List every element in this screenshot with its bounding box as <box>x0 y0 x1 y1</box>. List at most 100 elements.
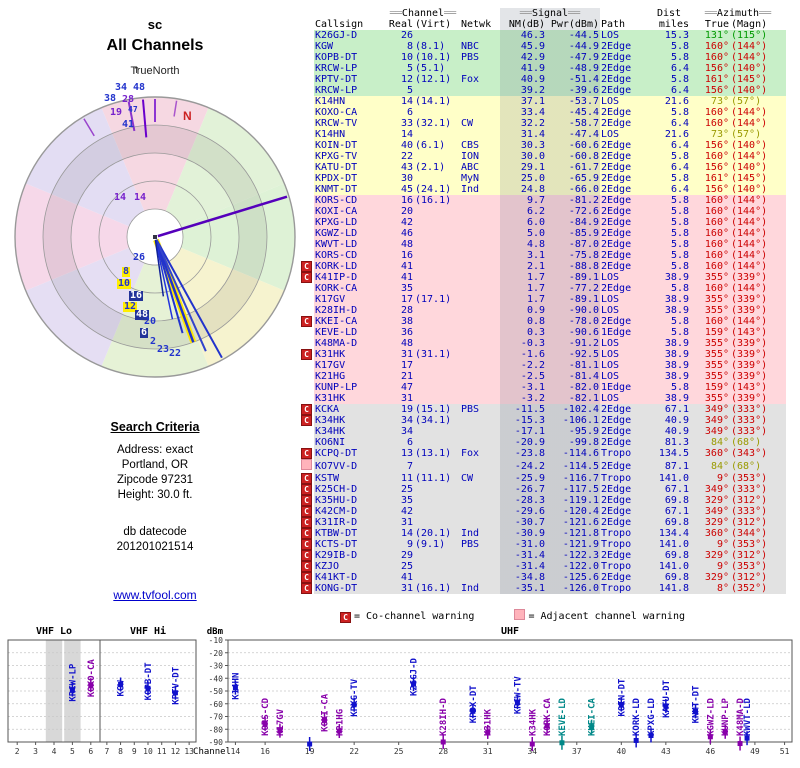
cell-nm: 41.9 <box>500 63 546 74</box>
cell-tr: 355° <box>704 294 729 305</box>
cell-mg: (144°) <box>731 261 768 272</box>
cell-vi <box>414 239 460 250</box>
warning-marker-cell <box>300 437 314 448</box>
table-row: C KSTW 11 (11.1) CW -25.9 -116.7 Tropo 141.0 9° (3… <box>300 473 786 484</box>
warning-marker-cell <box>300 107 314 118</box>
y-tick-label: -40 <box>209 674 224 683</box>
col-callsign: Callsign <box>315 19 364 30</box>
warning-marker-cell: C <box>300 484 314 495</box>
cell-mg: (140°) <box>731 63 768 74</box>
chart-point <box>172 690 178 696</box>
criteria-city: Portland, OR <box>121 459 189 471</box>
y-tick-label: -60 <box>209 700 224 709</box>
x-tick-label: 7 <box>104 747 109 756</box>
warning-marker-cell <box>300 195 314 206</box>
cell-nw <box>460 316 500 327</box>
radar-bearing-line <box>83 118 95 137</box>
cell-nm: 4.8 <box>500 239 546 250</box>
warning-marker-cell: C <box>300 550 314 561</box>
cell-pw: -39.6 <box>546 85 600 96</box>
cell-re: 19 <box>400 404 413 415</box>
cell-pw: -116.7 <box>546 473 600 484</box>
radar-bearing-line <box>173 100 178 117</box>
cell-mg: (57°) <box>731 129 762 140</box>
radar-plot <box>14 96 296 378</box>
table-row: KOXO-CA 6 33.4 -45.4 2Edge 5.8 160° (144°) <box>300 107 786 118</box>
col-magn: (Magn) <box>731 19 768 30</box>
cell-pw: -75.8 <box>546 250 600 261</box>
warning-marker-cell: C <box>300 495 314 506</box>
cell-nm: -31.4 <box>500 550 546 561</box>
cell-pw: -78.0 <box>546 316 600 327</box>
x-tick-label: 43 <box>661 747 671 756</box>
chart-point <box>262 721 268 727</box>
cell-mg: (145°) <box>731 173 768 184</box>
cell-pw: -121.9 <box>546 539 600 550</box>
table-column-header-row: Callsign Real (Virt) Netwk NM(dB) Pwr(dB… <box>300 19 786 30</box>
cell-re: 34 <box>400 415 413 426</box>
cell-nw <box>460 85 500 96</box>
cell-nw <box>460 484 500 495</box>
cell-re: 7 <box>406 460 413 472</box>
cell-cs: KORK-CA <box>315 283 358 294</box>
table-row: KPXG-LD 42 6.0 -84.9 2Edge 5.8 160° (144°) <box>300 217 786 228</box>
cell-nm: 32.2 <box>500 118 546 129</box>
cell-vi <box>414 338 460 349</box>
warning-marker-cell <box>300 239 314 250</box>
cell-mi: 21.6 <box>664 129 689 140</box>
band-label: VHF Hi <box>130 625 166 637</box>
cell-pw: -121.8 <box>546 528 600 539</box>
cell-mi: 5.8 <box>670 261 689 272</box>
cell-nm: 1.7 <box>500 283 546 294</box>
cell-pa: 2Edge <box>601 74 632 85</box>
cell-nw: PBS <box>461 52 480 63</box>
cell-pa: LOS <box>601 272 620 283</box>
cell-vi <box>414 316 460 327</box>
search-criteria: Search Criteria Address: exact Portland,… <box>55 420 255 555</box>
cell-nw: CBS <box>461 140 480 151</box>
cell-tr: 355° <box>704 360 729 371</box>
cell-re: 36 <box>400 327 413 338</box>
chart-point-label: KOXI-CA <box>320 693 330 732</box>
col-netwk: Netwk <box>461 19 492 30</box>
cell-re: 17 <box>400 360 413 371</box>
cell-pa: 2Edge <box>601 261 632 272</box>
chart-point <box>559 740 565 746</box>
tvfool-link[interactable]: www.tvfool.com <box>113 588 197 602</box>
table-row: C KCTS-DT 9 (9.1) PBS -31.0 -121.9 Tropo 141.0 9°… <box>300 539 786 550</box>
chart-point <box>145 685 151 691</box>
cell-nm: 24.8 <box>500 184 546 195</box>
col-real: Real <box>388 19 413 30</box>
chart-point-label: KOXO-CA <box>87 659 97 698</box>
cell-pw: -125.6 <box>546 572 600 583</box>
table-row: C K25CH-D 25 -26.7 -117.5 2Edge 67.1 349° (333°) <box>300 484 786 495</box>
criteria-height: Height: 30.0 ft. <box>117 489 193 501</box>
x-tick-label: 46 <box>706 747 716 756</box>
cell-mi: 38.9 <box>664 305 689 316</box>
chart-point <box>321 717 327 723</box>
adjacent-channel-marker-icon <box>514 609 526 620</box>
cell-re: 41 <box>400 272 413 283</box>
cell-cs: K17GV <box>315 294 346 305</box>
cell-mi: 15.3 <box>664 30 689 41</box>
cell-nw: Ind <box>461 528 480 539</box>
cell-mi: 69.8 <box>664 495 689 506</box>
cell-vi: (13.1) <box>415 448 452 459</box>
chart-point-label: KWVT-LD <box>743 697 753 736</box>
chart-point <box>307 741 313 747</box>
cell-re: 25 <box>400 484 413 495</box>
cell-pw: -85.9 <box>546 228 600 239</box>
cell-pa: 2Edge <box>601 195 632 206</box>
cell-pa: Tropo <box>601 583 632 594</box>
true-north-label: TrueNorth <box>130 65 180 77</box>
cell-pw: -82.1 <box>546 393 600 404</box>
cell-mg: (339°) <box>731 272 768 283</box>
radar-ring <box>14 96 296 378</box>
cell-tr: 84° <box>710 460 729 472</box>
warning-marker-cell <box>300 327 314 338</box>
cell-mg: (353°) <box>731 561 768 572</box>
cell-mi: 5.8 <box>670 107 689 118</box>
cell-pw: -60.8 <box>546 151 600 162</box>
cell-pa: LOS <box>601 30 620 41</box>
